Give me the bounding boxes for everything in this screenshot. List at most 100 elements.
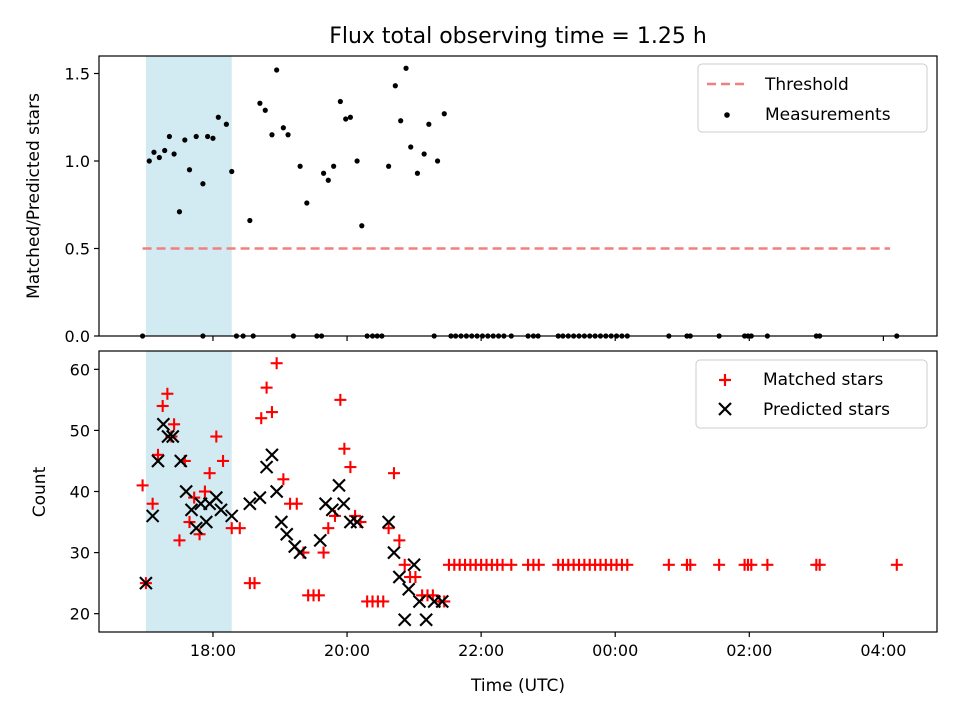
predicted-point <box>397 613 412 627</box>
y-tick-label: 40 <box>70 483 90 502</box>
predicted-point <box>224 509 239 523</box>
matched-point <box>813 558 826 571</box>
matched-point <box>621 558 634 571</box>
matched-point <box>409 571 422 584</box>
bottom-legend-frame <box>695 359 928 429</box>
matched-point <box>382 522 395 535</box>
matched-point <box>338 442 351 455</box>
measurement-point <box>229 168 235 175</box>
predicted-point <box>243 496 257 511</box>
matched-point <box>183 516 196 529</box>
measurement-point <box>156 154 162 161</box>
measurement-point <box>285 132 291 138</box>
matched-point <box>317 546 330 559</box>
measurement-point <box>193 133 199 140</box>
bottom-legend: Matched stars Predicted stars <box>695 359 928 429</box>
matched-point <box>312 589 325 602</box>
measurement-point <box>247 217 253 224</box>
matched-point <box>156 399 169 412</box>
predicted-point <box>381 515 396 529</box>
x-tick-label: 02:00 <box>726 641 772 660</box>
measurement-point <box>421 151 427 157</box>
predicted-point <box>387 545 401 560</box>
matched-point <box>217 454 230 467</box>
measurement-point <box>343 116 349 122</box>
matched-point <box>377 595 390 608</box>
measurement-point <box>269 132 275 138</box>
matched-point <box>393 534 406 547</box>
predicted-point <box>189 521 203 535</box>
x-tick-label: 00:00 <box>592 641 638 660</box>
matched-point <box>890 558 903 571</box>
predicted-point <box>325 503 340 517</box>
predicted-point <box>274 515 289 529</box>
matched-point <box>438 595 451 608</box>
measurement-point <box>297 163 303 169</box>
y-tick-label: 60 <box>70 360 90 379</box>
measurement-point <box>408 144 414 150</box>
predicted-point <box>174 454 188 468</box>
matched-point <box>745 558 758 571</box>
measurement-point <box>215 114 221 120</box>
matched-point <box>684 558 697 571</box>
matched-point <box>505 558 518 571</box>
measurement-point <box>403 65 409 71</box>
measurement-point <box>414 170 421 176</box>
measurement-point <box>166 133 172 140</box>
measurements-legend-label: Measurements <box>765 105 891 125</box>
measurement-point <box>200 181 206 187</box>
measurement-point <box>331 163 337 169</box>
measurement-point <box>434 158 441 164</box>
y-tick-label: 20 <box>70 605 90 624</box>
measurement-point <box>386 163 392 169</box>
matched-point <box>210 430 223 443</box>
measurement-point <box>151 149 157 155</box>
measurement-point <box>337 98 343 105</box>
predicted-point <box>419 613 433 627</box>
matched-point <box>161 387 174 400</box>
x-tick-label: 20:00 <box>324 641 370 660</box>
predicted-point <box>259 460 274 474</box>
measurement-point <box>304 200 310 206</box>
bottom-y-axis-label: Count <box>30 466 50 517</box>
predicted-point <box>350 515 364 529</box>
bottom-shaded-span <box>145 351 232 632</box>
measurement-point <box>176 209 183 215</box>
matched-point <box>270 357 283 370</box>
measurement-point <box>359 223 365 229</box>
predicted-point <box>392 570 407 584</box>
matched-point <box>233 522 246 535</box>
matched-point <box>334 393 347 406</box>
measurement-point <box>262 107 268 113</box>
measurement-point <box>182 137 188 143</box>
predicted-point <box>435 594 449 609</box>
predicted-point <box>166 429 180 444</box>
bottom-x-ticks: 18:00 20:00 22:00 00:00 02:00 04:00 <box>190 632 906 660</box>
y-tick-label: 50 <box>70 421 90 440</box>
matched-legend-label: Matched stars <box>763 370 883 390</box>
matched-point <box>168 418 181 431</box>
matched-point <box>713 558 726 571</box>
measurement-point <box>205 133 211 140</box>
predicted-point <box>209 490 224 505</box>
measurement-point <box>146 158 152 164</box>
y-tick-label: 30 <box>70 544 90 563</box>
top-x-ticks <box>212 336 884 341</box>
predicted-point <box>269 484 284 499</box>
measurement-point <box>223 121 229 127</box>
matched-point <box>255 412 268 425</box>
matched-point <box>387 467 400 480</box>
predicted-point <box>156 417 171 432</box>
matched-point <box>662 558 675 571</box>
y-tick-label: 1.5 <box>65 65 90 84</box>
matched-point <box>277 473 290 486</box>
predicted-point <box>139 576 153 590</box>
y-tick-label: 0.5 <box>65 240 90 259</box>
matched-point <box>532 558 545 571</box>
x-tick-label: 18:00 <box>190 641 236 660</box>
y-tick-label: 0.0 <box>65 327 90 346</box>
matched-point <box>248 577 261 590</box>
matched-point <box>188 491 201 504</box>
predicted-legend-label: Predicted stars <box>763 400 890 420</box>
measurement-point <box>325 177 331 183</box>
